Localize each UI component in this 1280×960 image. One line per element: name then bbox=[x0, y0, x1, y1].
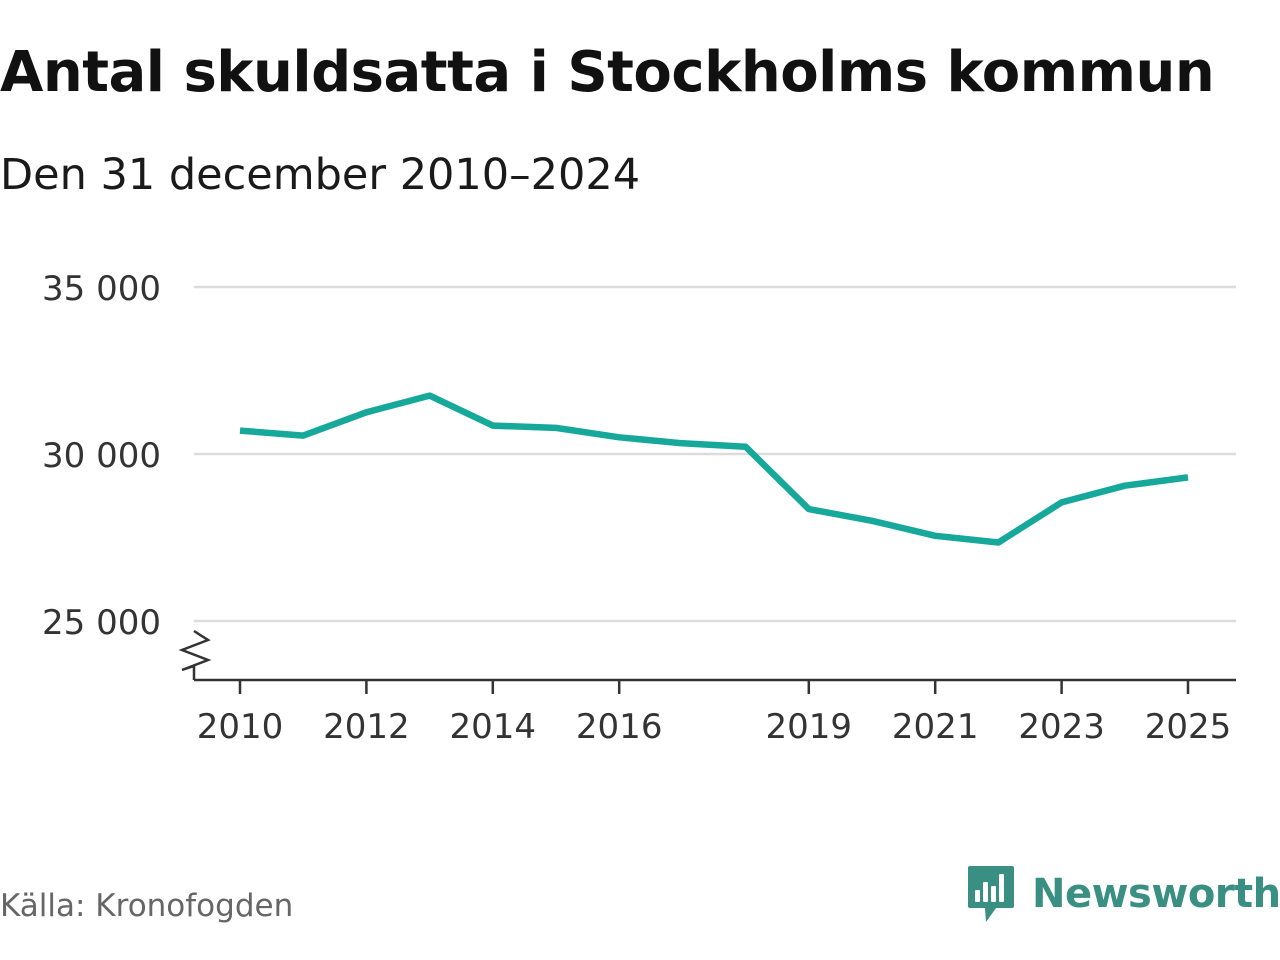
series-line bbox=[239, 392, 1189, 546]
y-axis-tick-labels: 25 000 30 000 35 000 bbox=[42, 269, 161, 643]
chart-subtitle: Den 31 december 2010–2024 bbox=[0, 150, 641, 200]
y-tick-label: 30 000 bbox=[42, 436, 161, 476]
x-axis-ticks: 2010 2012 2014 2016 2019 2021 2023 2025 bbox=[197, 680, 1232, 747]
chart-title: Antal skuldsatta i Stockholms kommun bbox=[0, 40, 1215, 105]
x-tick-label: 2014 bbox=[450, 707, 537, 747]
x-axis bbox=[178, 629, 1236, 682]
x-tick-label: 2019 bbox=[766, 707, 853, 747]
newsworthy-logo-icon bbox=[968, 866, 1014, 922]
axis-break-icon bbox=[178, 629, 212, 672]
x-tick-label: 2012 bbox=[323, 707, 410, 747]
y-tick-label: 35 000 bbox=[42, 269, 161, 309]
x-tick-label: 2025 bbox=[1145, 707, 1232, 747]
x-tick-label: 2021 bbox=[892, 707, 979, 747]
x-tick-label: 2016 bbox=[576, 707, 663, 747]
x-tick-label: 2010 bbox=[197, 707, 284, 747]
x-tick-label: 2023 bbox=[1018, 707, 1105, 747]
brand-name: Newsworthy bbox=[1032, 871, 1280, 917]
brand-logo: Newsworthy bbox=[966, 864, 1280, 924]
source-note: Källa: Kronofogden bbox=[0, 888, 294, 924]
gridlines bbox=[194, 285, 1236, 623]
series bbox=[239, 392, 1189, 546]
y-tick-label: 25 000 bbox=[42, 603, 161, 643]
